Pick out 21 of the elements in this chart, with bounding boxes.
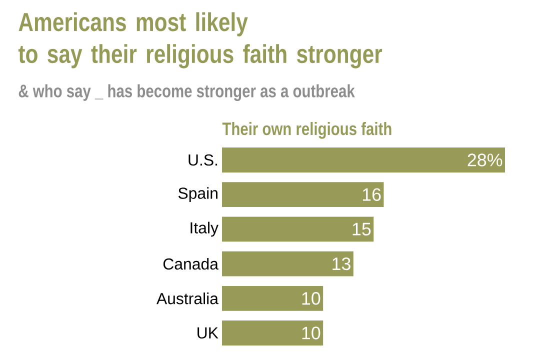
y-tick-label: U.S. [188, 154, 218, 166]
bar [222, 320, 324, 346]
bar [222, 251, 354, 276]
bar [222, 286, 324, 311]
y-tick-label: Canada [163, 258, 218, 270]
bar [222, 182, 384, 208]
y-tick-label: UK [198, 327, 218, 339]
y-tick-label: Spain [178, 187, 218, 202]
data-label: 15 [352, 222, 371, 236]
x-axis-title: Their own religious faith [222, 122, 392, 139]
data-label: 16 [362, 188, 381, 201]
data-label: 13 [332, 257, 350, 270]
data-label: 28% [468, 154, 502, 166]
chart-title: Americans most likely to say their religious faith stronger [18, 12, 382, 68]
bar [222, 148, 506, 172]
y-tick-label: Italy [190, 222, 218, 237]
data-label: 10 [302, 326, 320, 340]
bar [222, 216, 374, 242]
chart-subtitle: & who say _ has become stronger as a outbreak [18, 84, 355, 101]
y-tick-label: Australia [156, 292, 218, 304]
data-label: 10 [302, 292, 320, 305]
